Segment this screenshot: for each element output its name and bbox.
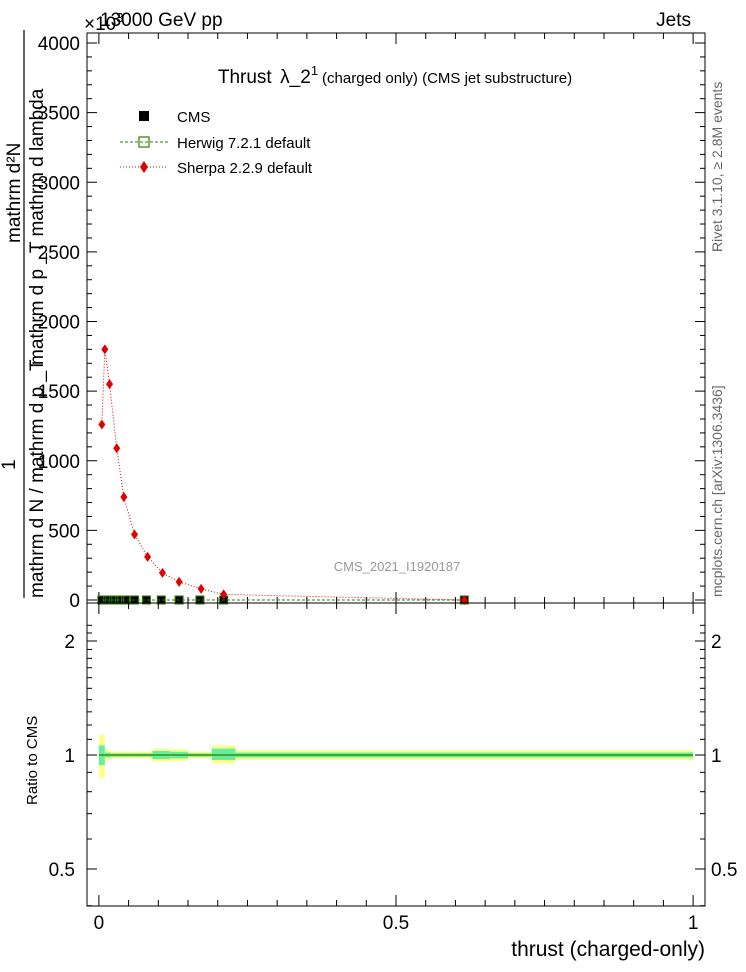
cms-data-point: [157, 596, 166, 604]
main-y-tick-labels: 0 500 1000 1500 2000 2500 3000 3500 4000: [38, 34, 80, 612]
legend-sherpa-marker: [140, 161, 148, 173]
sherpa-data-point: [158, 567, 166, 578]
main-y-tick-label: 0: [69, 591, 80, 612]
legend-herwig: Herwig 7.2.1 default: [120, 135, 311, 152]
main-y-tick-label: 1000: [38, 452, 80, 473]
x-tick-labels: 0 0.5 1: [94, 913, 699, 934]
main-y-tick-label: 500: [48, 521, 80, 542]
cms-data-point: [142, 596, 151, 604]
ratio-y-tick-labels: 0.5 0.5 1 1 2 2: [49, 632, 738, 881]
energy-label: 13000 GeV pp: [100, 10, 223, 31]
herwig-data-point: [103, 595, 113, 605]
x-axis-label: thrust (charged-only): [511, 938, 705, 961]
x-tick-label: 1: [688, 913, 699, 934]
main-series-group: [97, 344, 469, 605]
mcplots-label: mcplots.cern.ch [arXiv:1306.3436]: [709, 385, 725, 597]
main-y-tick-label: 3000: [38, 173, 80, 194]
main-y-axis-label: mathrm d²N mathrm d p _T mathrm d lambda…: [0, 30, 48, 598]
herwig-data-point: [109, 595, 119, 605]
main-title: Thrust λ_21 (charged only) (CMS jet subst…: [218, 63, 572, 88]
jets-label: Jets: [656, 10, 691, 31]
x-tick-label: 0: [94, 913, 105, 934]
sherpa-data-point: [106, 379, 114, 390]
cms-data-point: [195, 596, 204, 604]
ratio-y-tick-label-right: 2: [711, 632, 722, 653]
ratio-y-axis-label: Ratio to CMS: [24, 716, 41, 805]
analysis-watermark: CMS_2021_I1920187: [334, 559, 461, 574]
sherpa-data-point: [101, 344, 109, 355]
herwig-data-point: [195, 595, 205, 605]
ratio-y-tick-label-right: 1: [711, 746, 722, 767]
ratio-y-tick-label: 1: [64, 746, 75, 767]
sherpa-data-point: [144, 551, 152, 562]
y-label-mid: mathrm d p _T mathrm d lambda: [27, 88, 48, 365]
legend-herwig-marker: [138, 136, 150, 148]
legend-cms-marker: [139, 111, 149, 121]
legend-cms-label: CMS: [177, 109, 210, 126]
herwig-data-point: [130, 595, 140, 605]
ratio-y-tick-label-right: 0.5: [711, 860, 737, 881]
herwig-data-point: [174, 595, 184, 605]
y-label-one: 1: [0, 459, 20, 470]
herwig-data-point: [121, 595, 131, 605]
main-y-tick-label: 2500: [38, 243, 80, 264]
herwig-data-point: [156, 595, 166, 605]
sherpa-data-point: [131, 529, 139, 540]
series-line-2: [101, 349, 465, 601]
herwig-data-point: [97, 595, 107, 605]
legend-sherpa-label: Sherpa 2.2.9 default: [177, 160, 313, 177]
legend-sherpa: Sherpa 2.2.9 default: [120, 160, 313, 177]
legend-herwig-label: Herwig 7.2.1 default: [177, 135, 311, 152]
rivet-label: Rivet 3.1.10, ≥ 2.8M events: [709, 82, 725, 252]
sherpa-data-point: [197, 583, 205, 594]
main-panel-ticks: [87, 33, 705, 603]
y-label-bottom: mathrm d N / mathrm d p _T: [27, 359, 48, 598]
sherpa-data-point: [113, 443, 121, 454]
ratio-panel-ticks: [87, 603, 705, 907]
cms-data-point: [121, 596, 130, 604]
main-y-tick-label: 3500: [38, 104, 80, 125]
sherpa-data-point: [175, 576, 183, 587]
legend: CMS Herwig 7.2.1 default Sherpa 2.2.9 de…: [120, 109, 313, 177]
x-tick-label: 0.5: [383, 913, 409, 934]
main-y-tick-label: 1500: [38, 382, 80, 403]
y-label-top: mathrm d²N: [4, 143, 25, 243]
ratio-green-band: [211, 748, 236, 761]
legend-cms: CMS: [139, 109, 210, 126]
ratio-bands-group: [98, 734, 694, 778]
main-y-tick-label: 4000: [38, 34, 80, 55]
sherpa-data-point: [220, 589, 228, 600]
herwig-data-point: [141, 595, 151, 605]
sherpa-data-point: [98, 419, 106, 430]
y-exponent-label: ×103: [84, 10, 123, 35]
sherpa-data-point: [120, 491, 128, 502]
ratio-y-tick-label: 2: [64, 632, 75, 653]
herwig-data-point: [115, 595, 125, 605]
ratio-y-tick-label: 0.5: [49, 860, 75, 881]
main-y-tick-label: 2000: [38, 313, 80, 334]
